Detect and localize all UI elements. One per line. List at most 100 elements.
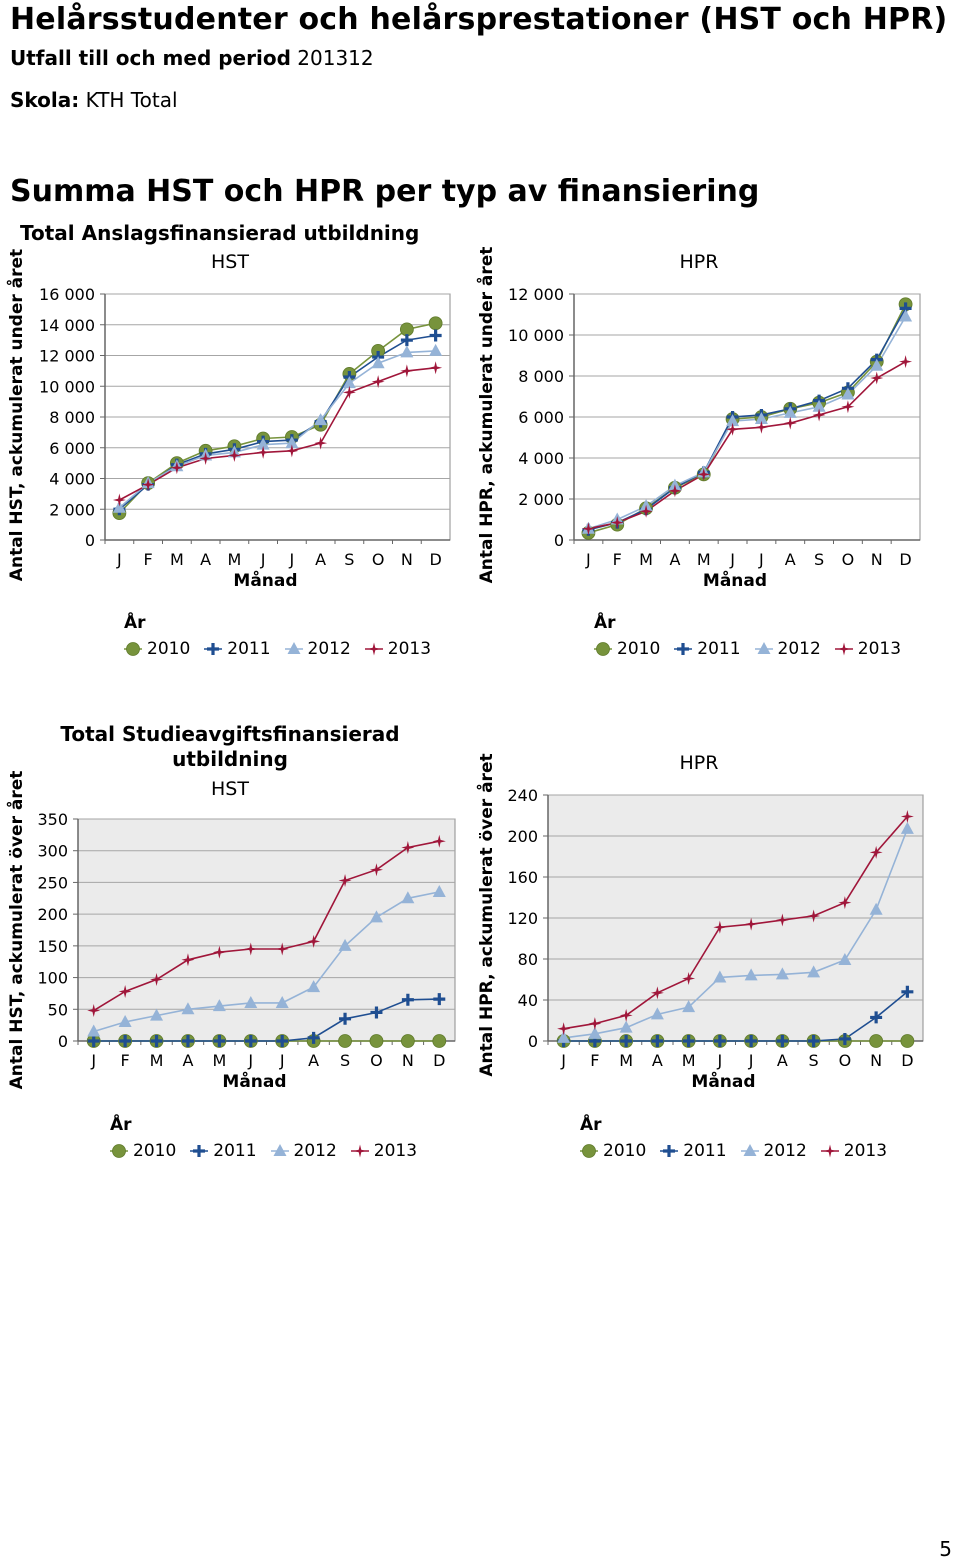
marker-2012 [285,436,299,449]
x-tick-label: S [814,550,824,569]
x-tick-label: M [619,1051,633,1070]
x-tick-label: A [652,1051,663,1070]
marker-2012 [899,309,913,322]
y-tick-label: 0 [554,531,564,550]
x-axis-title: Månad [222,1070,286,1092]
x-tick-label: M [170,550,184,569]
marker-2012 [744,968,758,981]
x-tick-label: J [560,1051,566,1070]
x-axis-title: Månad [703,569,767,591]
marker-2013 [841,400,855,414]
x-tick-label: N [871,550,883,569]
x-tick-label: M [150,1051,164,1070]
marker-2012 [244,995,258,1008]
legend-item-2010: 2010 [580,1141,646,1161]
chart-title-hpr-studieavgift: HPR [679,752,719,774]
marker-2013 [170,461,184,475]
legend-marker-star-icon [834,642,853,656]
marker-2013 [87,1004,101,1018]
x-tick-label: A [785,550,796,569]
legend-item-2012: 2012 [754,639,821,659]
marker-2012 [588,1026,602,1039]
legend-marker-plus-icon [190,1145,209,1157]
marker-2011 [776,1035,789,1047]
series-line-2012 [563,828,909,1039]
legend-marker-plus-icon [204,643,223,655]
y-tick-label: 10 000 [39,377,95,396]
marker-2011 [400,334,413,347]
marker-2013 [112,493,126,507]
y-tick-label: 12 000 [508,285,564,304]
x-tick-label: O [372,550,385,569]
x-tick-label: D [429,550,441,569]
legend-marker-circle-icon [580,1144,598,1158]
marker-2011 [870,1011,883,1024]
legend-label: 2010 [617,639,661,659]
x-tick-label: S [809,1051,819,1070]
marker-2013 [581,522,595,536]
marker-2011 [682,1035,695,1047]
marker-2013 [610,516,624,530]
marker-2011 [150,1035,163,1047]
x-tick-label: J [748,1051,754,1070]
x-tick-label: D [433,1051,445,1070]
x-tick-label: N [401,550,413,569]
y-tick-label: 160 [507,868,538,887]
marker-2013 [307,934,321,948]
marker-2011 [807,1035,820,1047]
marker-2011 [838,1032,851,1045]
series-line-2012 [93,891,440,1033]
subsection-title-studieavgift: Total Studieavgiftsfinansierad utbildnin… [20,722,440,772]
legend-label: 2012 [307,639,351,659]
legend-label: 2010 [147,639,191,659]
x-tick-label: S [340,1051,350,1070]
x-tick-label: F [144,550,153,569]
marker-2013 [338,874,352,888]
y-tick-label: 14 000 [39,316,95,335]
x-tick-label: A [315,550,326,569]
marker-2011 [119,1035,132,1047]
x-tick-label: M [697,550,711,569]
legend-marker-triangle-icon [740,1144,759,1156]
x-tick-label: A [182,1051,193,1070]
x-tick-label: N [870,1051,882,1070]
marker-2012 [287,642,301,654]
x-tick-label: S [344,550,354,569]
period-label: Utfall till och med period [10,46,291,70]
subsection-title-line1: Total Studieavgiftsfinansierad [60,722,400,746]
y-tick-label: 0 [58,1032,68,1051]
x-tick-label: A [777,1051,788,1070]
x-tick-label: J [116,550,122,569]
x-tick-label: F [121,1051,130,1070]
y-tick-label: 12 000 [39,347,95,366]
marker-2013 [697,467,711,481]
y-tick-label: 10 000 [508,326,564,345]
y-tick-label: 4 000 [518,449,564,468]
legend-item-2010: 2010 [594,639,660,659]
legend-studieavgift-hpr: År 2010 2011 2012 2013 [580,1115,895,1161]
marker-2012 [713,970,727,983]
series-line-2013 [563,815,909,1030]
y-tick-label: 40 [518,991,538,1010]
legend-title: År [580,1115,602,1135]
y-tick-label: 6 000 [49,439,95,458]
marker-2011 [193,1145,206,1157]
y-axis-title: Antal HPR, ackumulerat under året [475,247,497,584]
marker-2011 [307,1031,320,1044]
legend-marker-circle-icon [110,1144,128,1158]
legend-item-2012: 2012 [284,639,351,659]
x-tick-label: F [613,550,622,569]
marker-2013 [557,1022,571,1036]
school-line: Skola: KTH Total [10,88,178,112]
x-tick-label: J [585,550,591,569]
plot-area [77,818,456,1042]
marker-2013 [367,642,381,656]
marker-2011 [651,1035,664,1047]
marker-2013 [244,942,258,956]
legend-title: År [124,613,146,633]
marker-2011 [429,329,442,342]
school-value: KTH Total [85,88,178,112]
marker-2013 [899,355,913,369]
marker-2013 [353,1144,367,1158]
